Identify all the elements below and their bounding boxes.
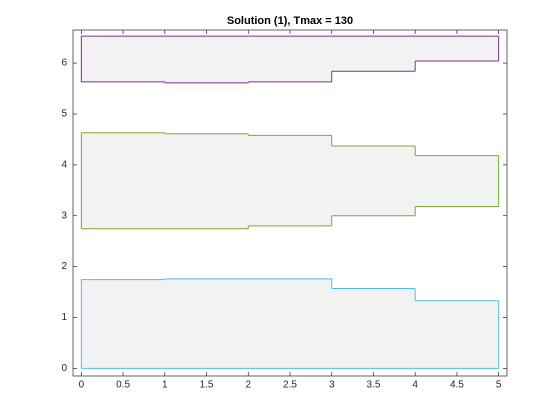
y-tick-label: 3 bbox=[61, 210, 67, 221]
x-tick-label: 3.5 bbox=[367, 380, 381, 391]
band-segment bbox=[164, 278, 249, 369]
band-segment bbox=[331, 36, 416, 72]
band-segment bbox=[248, 36, 332, 82]
y-tick-label: 4 bbox=[61, 159, 67, 170]
band-segment bbox=[248, 135, 332, 226]
band-segment bbox=[415, 155, 499, 207]
x-tick-label: 0 bbox=[79, 380, 85, 391]
band-segment bbox=[415, 300, 499, 369]
band-segment bbox=[81, 279, 165, 369]
x-tick-label: 2 bbox=[245, 380, 251, 391]
y-tick-label: 2 bbox=[61, 261, 67, 272]
band-segment bbox=[331, 146, 416, 216]
x-tick-label: 2.5 bbox=[283, 380, 297, 391]
band-segment bbox=[81, 132, 165, 229]
band-segment bbox=[164, 36, 249, 83]
band-segment bbox=[81, 36, 165, 82]
x-tick-label: 4 bbox=[412, 380, 418, 391]
chart-title: Solution (1), Tmax = 130 bbox=[227, 15, 353, 27]
y-tick-label: 1 bbox=[61, 312, 67, 323]
x-tick-label: 0.5 bbox=[116, 380, 130, 391]
x-tick-label: 1.5 bbox=[200, 380, 214, 391]
band-segment bbox=[331, 288, 416, 369]
x-tick-label: 3 bbox=[329, 380, 335, 391]
y-tick-label: 5 bbox=[61, 109, 67, 120]
x-tick-label: 1 bbox=[162, 380, 168, 391]
y-tick-label: 6 bbox=[61, 58, 67, 69]
y-tick-label: 0 bbox=[61, 363, 67, 374]
x-tick-label: 4.5 bbox=[450, 380, 464, 391]
band-segment bbox=[415, 36, 499, 62]
band-segment bbox=[248, 278, 332, 369]
band-segment bbox=[164, 133, 249, 229]
x-tick-label: 5 bbox=[496, 380, 502, 391]
